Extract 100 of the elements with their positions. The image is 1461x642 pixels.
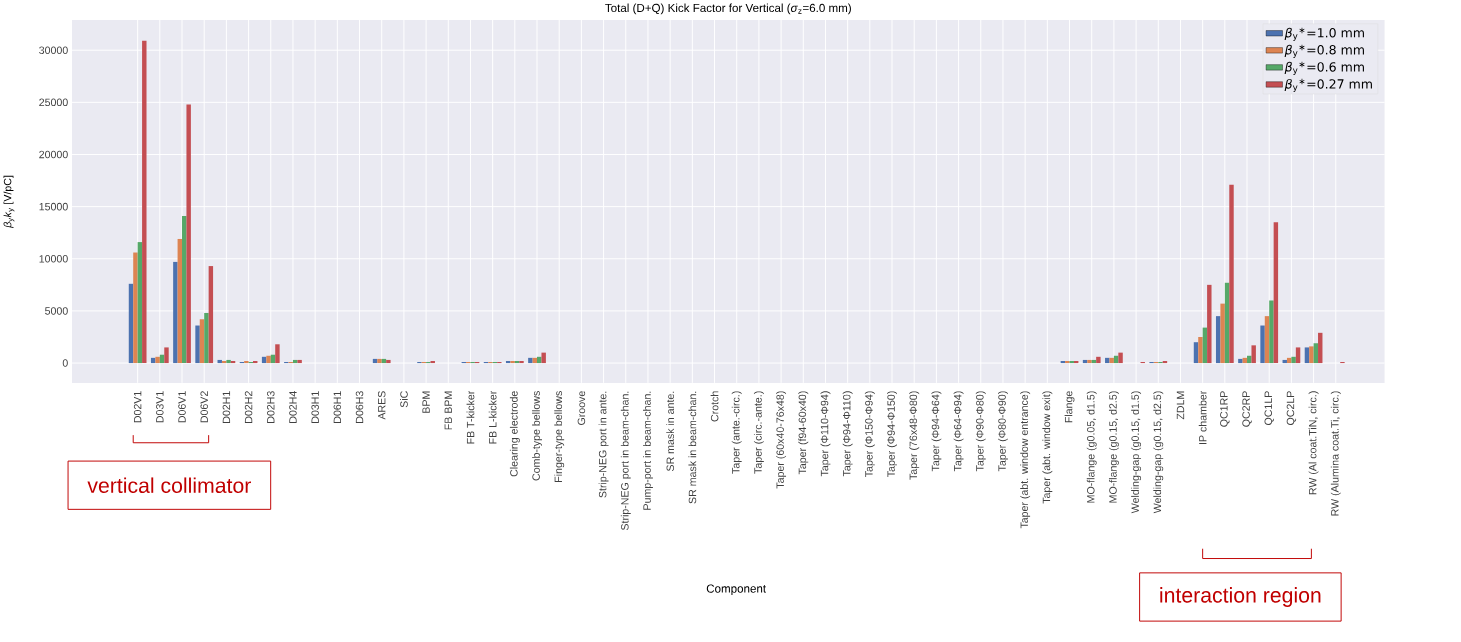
x-tick-label: Taper (60x40-76x48) bbox=[776, 391, 787, 489]
bar bbox=[226, 360, 231, 364]
bar bbox=[1313, 343, 1319, 364]
bar bbox=[155, 357, 160, 364]
x-tick-label: D06V1 bbox=[178, 391, 186, 423]
x-tick-label: D03V1 bbox=[156, 391, 164, 423]
text: interaction region bbox=[1160, 587, 1321, 608]
bar bbox=[1220, 303, 1225, 364]
bar bbox=[1087, 360, 1092, 364]
x-tick-label: Taper (abt. window entrance) bbox=[1020, 391, 1031, 529]
x-tick-label: FB BPM bbox=[444, 391, 452, 430]
x-tick-label: D03H1 bbox=[311, 391, 319, 424]
text: vertical collimator bbox=[87, 477, 251, 494]
y-tick-label: 0 bbox=[62, 359, 68, 368]
x-tick-label: SR mask in ante. bbox=[666, 391, 675, 472]
bar bbox=[297, 360, 302, 364]
chart-title: Total (D+Q) Kick Factor for Vertical (σ$_{z}$=6.0 mm) bbox=[605, 3, 851, 15]
x-tick-label: Taper (Φ90-Φ80) bbox=[975, 391, 986, 472]
bar bbox=[137, 242, 143, 364]
y-tick-label: 25000 bbox=[39, 98, 68, 107]
bar bbox=[177, 239, 183, 364]
x-tick-label: QC1LP bbox=[1264, 391, 1274, 426]
y-tick-label: 30000 bbox=[39, 46, 68, 55]
x-tick-label: Taper (circ.-ante.) bbox=[753, 391, 764, 474]
x-tick-label: Pump-port in beam-chan. bbox=[643, 391, 653, 510]
bar bbox=[275, 344, 280, 364]
x-axis-title: Component bbox=[706, 584, 766, 596]
bar bbox=[528, 358, 533, 364]
bar bbox=[1304, 347, 1310, 364]
bar bbox=[266, 356, 271, 364]
x-tick-label: Flange bbox=[1064, 391, 1075, 423]
bar bbox=[519, 361, 524, 364]
x-tick-label: D06V2 bbox=[200, 391, 208, 423]
x-tick-label: SR mask in beam-chan. bbox=[688, 391, 697, 504]
x-tick-label: Strip-NEG port in ante. bbox=[598, 391, 609, 498]
y-tick-label: 5000 bbox=[45, 307, 68, 315]
y-tick-label: 20000 bbox=[39, 150, 68, 159]
bar bbox=[1065, 361, 1070, 364]
x-tick-label: D02V1 bbox=[133, 391, 142, 423]
x-tick-label: Taper (f94-60x40) bbox=[798, 391, 809, 475]
legend-label: β$_{y}$$^{∗}$=0.27 mm bbox=[1284, 79, 1372, 93]
bar bbox=[1118, 352, 1123, 364]
x-tick-label: FB L-kicker bbox=[488, 391, 497, 444]
bar bbox=[1238, 359, 1243, 364]
x-tick-label: SiC bbox=[400, 391, 408, 408]
x-tick-label: Taper (Φ94-Φ150) bbox=[887, 391, 897, 478]
bar bbox=[1318, 333, 1323, 364]
x-tick-label: ARES bbox=[377, 391, 386, 420]
x-tick-label: QC2LP bbox=[1286, 391, 1297, 426]
x-tick-label: Taper (abt. window exit) bbox=[1042, 391, 1053, 504]
bar bbox=[1109, 358, 1114, 364]
bar bbox=[244, 361, 249, 364]
x-tick-label: D02H4 bbox=[289, 391, 297, 424]
legend-label: β$_{y}$$^{∗}$=1.0 mm bbox=[1284, 27, 1364, 42]
bar bbox=[195, 325, 200, 364]
legend-label: β$_{y}$$^{∗}$=0.6 mm bbox=[1284, 62, 1364, 76]
bar bbox=[1193, 342, 1199, 364]
x-tick-label: Taper (Φ94-Φ110) bbox=[842, 391, 853, 477]
x-tick-label: ZDLM bbox=[1176, 391, 1185, 420]
x-tick-label: Taper (Φ150-Φ94) bbox=[864, 391, 875, 478]
x-tick-label: D06H3 bbox=[355, 391, 364, 424]
x-tick-label: Welding-gap (g0.15, d2.5) bbox=[1153, 391, 1164, 514]
x-tick-label: Taper (Φ110-Φ94) bbox=[820, 391, 831, 477]
bar bbox=[386, 360, 391, 364]
y-axis-title: β$_{y}$k$_{y}$ [V/pC] bbox=[3, 176, 15, 229]
x-tick-label: Comb-type bellows bbox=[532, 391, 542, 481]
bar bbox=[1273, 222, 1279, 364]
bar bbox=[164, 347, 169, 364]
bar bbox=[377, 359, 382, 364]
x-tick-label: Crotch bbox=[710, 391, 719, 422]
bar bbox=[133, 252, 138, 364]
y-tick-label: 10000 bbox=[39, 255, 68, 263]
x-tick-label: Taper (Φ64-Φ94) bbox=[953, 391, 964, 472]
x-tick-label: Clearing electrode bbox=[509, 391, 520, 477]
bar bbox=[541, 352, 546, 364]
x-tick-label: FB T-kicker bbox=[466, 391, 475, 444]
bar bbox=[142, 41, 147, 364]
x-tick-label: Taper (Φ94-Φ64) bbox=[931, 391, 942, 472]
x-tick-label: IP chamber bbox=[1198, 391, 1207, 445]
x-tick-label: Strip-NEG port in beam-chan. bbox=[620, 391, 631, 531]
bar bbox=[1096, 357, 1101, 364]
x-tick-label: QC2RP bbox=[1242, 391, 1252, 428]
x-tick-label: D02H1 bbox=[222, 391, 231, 424]
bar bbox=[1291, 357, 1296, 364]
bar bbox=[1264, 316, 1270, 364]
x-tick-label: Taper (Φ80-Φ90) bbox=[998, 391, 1008, 472]
x-tick-label: BPM bbox=[422, 391, 430, 414]
x-tick-label: Groove bbox=[577, 391, 586, 426]
bar bbox=[1198, 337, 1203, 364]
x-tick-label: D02H3 bbox=[267, 391, 275, 424]
x-tick-label: Welding-gap (g0.15, d1.5) bbox=[1131, 391, 1142, 514]
bar bbox=[1207, 285, 1212, 364]
x-tick-label: RW (Alumina coat.Ti, circ.) bbox=[1330, 391, 1341, 516]
bar bbox=[128, 284, 134, 364]
x-tick-label: MO-flange (g0.05, d1.5) bbox=[1086, 391, 1097, 503]
legend-label: β$_{y}$$^{∗}$=0.8 mm bbox=[1284, 44, 1364, 59]
y-tick-label: 15000 bbox=[39, 203, 68, 211]
x-tick-label: RW (Al coat.TiN, circ.) bbox=[1308, 391, 1319, 495]
bar bbox=[182, 216, 187, 364]
bar bbox=[173, 262, 178, 364]
